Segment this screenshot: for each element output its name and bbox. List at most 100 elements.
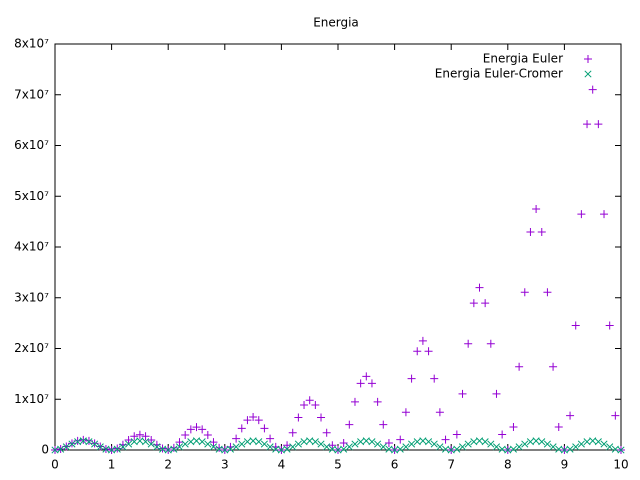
data-point xyxy=(135,430,144,439)
data-point xyxy=(232,434,241,443)
data-point xyxy=(504,446,512,454)
data-point xyxy=(175,443,184,451)
data-point xyxy=(379,420,388,429)
data-point xyxy=(526,227,535,236)
data-point xyxy=(164,446,172,454)
data-point xyxy=(487,440,495,448)
data-point xyxy=(430,374,439,383)
data-point xyxy=(408,440,416,448)
data-point xyxy=(589,437,597,445)
data-point xyxy=(130,432,139,441)
data-point xyxy=(113,445,121,453)
data-point xyxy=(238,440,246,448)
data-point xyxy=(317,413,326,422)
data-point xyxy=(272,445,280,453)
legend-label: Energia Euler xyxy=(483,52,563,66)
x-tick-label: 2 xyxy=(164,458,172,472)
data-point xyxy=(396,445,404,453)
data-point xyxy=(74,438,82,446)
y-tick-label: 1x10⁷ xyxy=(14,392,49,406)
data-point xyxy=(373,397,382,406)
data-point xyxy=(424,347,433,356)
data-point xyxy=(158,445,167,453)
data-point xyxy=(441,445,450,453)
data-point xyxy=(458,389,467,398)
data-point xyxy=(300,438,308,446)
y-tick-label: 5x10⁷ xyxy=(14,189,49,203)
data-point xyxy=(605,321,614,330)
data-point xyxy=(300,401,309,410)
data-point xyxy=(583,438,591,446)
data-point xyxy=(328,445,336,453)
data-point xyxy=(532,437,540,445)
data-point xyxy=(362,372,371,381)
data-point xyxy=(125,440,133,448)
data-point xyxy=(526,438,534,446)
x-tick-label: 3 xyxy=(221,458,229,472)
data-point xyxy=(521,440,529,448)
data-point xyxy=(538,438,546,446)
data-point xyxy=(136,437,144,445)
y-tick-label: 7x10⁷ xyxy=(14,87,49,101)
data-point xyxy=(192,423,201,432)
data-point xyxy=(549,362,558,371)
data-point xyxy=(317,440,325,448)
data-point xyxy=(266,443,274,451)
data-point xyxy=(357,438,365,446)
data-point xyxy=(572,443,580,451)
data-point xyxy=(85,438,93,446)
data-point xyxy=(492,443,501,451)
data-point xyxy=(294,440,302,448)
data-point xyxy=(68,440,76,448)
data-point xyxy=(566,445,574,453)
data-point xyxy=(283,445,291,453)
data-point xyxy=(198,438,206,446)
data-point xyxy=(419,437,427,445)
data-point xyxy=(362,437,370,445)
data-point xyxy=(260,424,269,433)
data-point xyxy=(453,445,461,453)
x-tick-label: 7 xyxy=(447,458,455,472)
data-point xyxy=(543,440,551,448)
data-point xyxy=(192,437,201,445)
x-tick-label: 1 xyxy=(108,458,116,472)
data-point xyxy=(124,436,133,445)
data-point xyxy=(452,430,461,439)
y-tick-label: 3x10⁷ xyxy=(14,290,49,304)
data-point xyxy=(374,440,382,448)
data-point xyxy=(470,438,478,446)
data-point xyxy=(249,437,257,445)
data-point xyxy=(351,440,359,448)
data-point xyxy=(169,443,178,452)
data-point xyxy=(498,430,507,439)
data-point xyxy=(606,443,614,451)
data-point xyxy=(62,443,70,451)
y-tick-label: 8x10⁷ xyxy=(14,37,49,51)
data-point xyxy=(79,435,88,444)
data-point xyxy=(594,120,603,129)
data-point xyxy=(345,420,354,429)
data-point xyxy=(515,362,524,371)
data-point xyxy=(356,379,365,388)
data-point xyxy=(577,210,586,219)
data-point xyxy=(537,227,546,236)
data-point xyxy=(141,432,150,441)
x-tick-label: 9 xyxy=(561,458,569,472)
y-tick-label: 2x10⁷ xyxy=(14,341,49,355)
data-point xyxy=(147,440,155,448)
data-point xyxy=(549,443,557,451)
data-point xyxy=(130,438,138,446)
data-point xyxy=(215,443,224,452)
data-point xyxy=(385,445,393,453)
data-point xyxy=(588,85,597,94)
data-point xyxy=(368,438,376,446)
data-point xyxy=(266,434,275,443)
data-point xyxy=(203,431,212,440)
data-point xyxy=(600,440,608,448)
data-point xyxy=(322,428,331,437)
data-point xyxy=(328,441,337,450)
data-point xyxy=(305,396,314,405)
data-point xyxy=(401,408,410,417)
data-point xyxy=(391,446,399,454)
data-point xyxy=(277,446,285,454)
